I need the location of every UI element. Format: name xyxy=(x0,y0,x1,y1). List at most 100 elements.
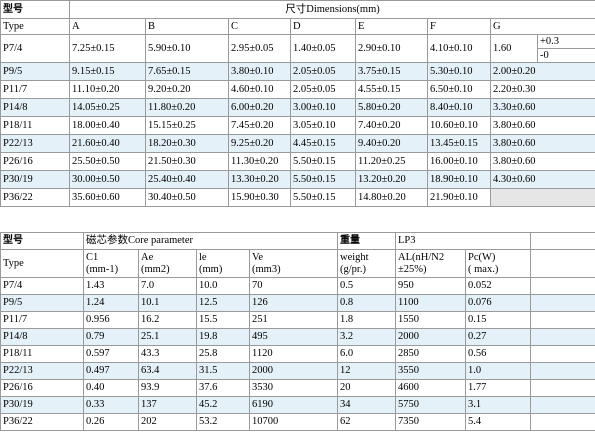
cell-a: 7.25±0.15 xyxy=(69,34,146,63)
cell-le: 25.8 xyxy=(196,345,250,363)
cell-type: P9/5 xyxy=(0,294,84,312)
cell-ae: 16.2 xyxy=(138,311,197,329)
col-type: Type xyxy=(0,18,70,35)
cell-le: 37.6 xyxy=(196,379,250,397)
cell-type: P22/13 xyxy=(0,362,84,380)
cell-c1: 0.597 xyxy=(83,345,139,363)
cell-ae: 93.9 xyxy=(138,379,197,397)
col-al: AL(nH/N2 ±25%) xyxy=(395,249,467,278)
cell-ve: 10700 xyxy=(248,413,339,431)
table-row: P9/5 1.24 10.1 12.5 126 0.8 1100 0.076 xyxy=(0,294,595,312)
table-row: P7/4 1.43 7.0 10.0 70 0.5 950 0.052 xyxy=(0,277,595,295)
cell-e: 7.40±0.20 xyxy=(355,116,428,135)
table-row: P11/7 11.10±0.20 9.20±0.20 4.60±0.10 2.0… xyxy=(0,80,595,99)
cell-weight: 1.8 xyxy=(337,311,397,329)
cell-c1: 0.497 xyxy=(83,362,139,380)
cell-pc: 3.1 xyxy=(465,396,532,414)
cell-c1: 1.24 xyxy=(83,294,139,312)
cell-a: 25.50±0.50 xyxy=(69,152,146,171)
cell-e: 4.55±0.15 xyxy=(355,80,428,99)
col-pc: Pc(W)( max.) xyxy=(465,249,532,278)
empty-col xyxy=(530,249,595,278)
cell-type: P14/8 xyxy=(0,98,70,117)
cell-f: 16.00±0.10 xyxy=(427,152,491,171)
model-header: 型号 xyxy=(0,0,70,19)
cell-c: 2.95±0.05 xyxy=(228,34,291,63)
table-row: P26/16 0.40 93.9 37.6 3530 20 4600 1.77 xyxy=(0,379,595,397)
cell-e: 11.20±0.25 xyxy=(355,152,428,171)
cell-ve: 495 xyxy=(248,328,339,346)
cell-empty xyxy=(530,396,595,414)
cell-pc: 5.4 xyxy=(465,413,532,431)
cell-pc: 0.076 xyxy=(465,294,532,312)
cell-empty xyxy=(530,294,595,312)
cell-f: 10.60±0.10 xyxy=(427,116,491,135)
cell-d: 3.05±0.10 xyxy=(290,116,356,135)
cell-c: 6.00±0.20 xyxy=(228,98,291,117)
cell-al: 7350 xyxy=(395,413,467,431)
cell-a: 35.60±0.60 xyxy=(69,188,146,207)
cell-g-tolerance: +0.3 -0 xyxy=(537,34,595,63)
cell-type: P18/11 xyxy=(0,345,84,363)
col-ae: Ae (mm2) xyxy=(138,249,197,278)
col-e: E xyxy=(355,18,428,35)
cell-al: 2000 xyxy=(395,328,467,346)
cell-al: 1550 xyxy=(395,311,467,329)
cell-empty xyxy=(530,379,595,397)
cell-d: 5.50±0.15 xyxy=(290,170,356,189)
cell-ve: 126 xyxy=(248,294,339,312)
col-le: le (mm) xyxy=(196,249,250,278)
cell-ve: 1120 xyxy=(248,345,339,363)
cell-type: P14/8 xyxy=(0,328,84,346)
cell-b: 18.20±0.30 xyxy=(145,134,229,153)
cell-d: 5.50±0.15 xyxy=(290,152,356,171)
cell-c: 4.60±0.10 xyxy=(228,80,291,99)
cell-empty xyxy=(530,277,595,295)
col-g: G xyxy=(490,18,595,35)
cell-type: P11/7 xyxy=(0,80,70,99)
cell-ve: 6190 xyxy=(248,396,339,414)
cell-f: 21.90±0.10 xyxy=(427,188,491,207)
cell-ve: 70 xyxy=(248,277,339,295)
cell-e: 9.40±0.20 xyxy=(355,134,428,153)
cell-empty xyxy=(530,413,595,431)
cell-weight: 62 xyxy=(337,413,397,431)
cell-d: 2.05±0.05 xyxy=(290,62,356,81)
cell-pc: 0.15 xyxy=(465,311,532,329)
cell-c1: 0.79 xyxy=(83,328,139,346)
cell-pc: 0.27 xyxy=(465,328,532,346)
core-parameter-header: 磁芯参数Core parameter xyxy=(82,232,339,250)
cell-c: 9.25±0.20 xyxy=(228,134,291,153)
table-row: P22/13 0.497 63.4 31.5 2000 12 3550 1.0 xyxy=(0,362,595,380)
cell-weight: 0.8 xyxy=(337,294,397,312)
cell-al: 1100 xyxy=(395,294,467,312)
cell-weight: 0.5 xyxy=(337,277,397,295)
weight-header: 重量 xyxy=(337,232,397,250)
col-ve: Ve (mm3) xyxy=(248,249,339,278)
dimensions-column-row: Type A B C D E F G xyxy=(0,18,595,35)
cell-pc: 1.77 xyxy=(465,379,532,397)
col-a: A xyxy=(69,18,146,35)
cell-e: 5.80±0.20 xyxy=(355,98,428,117)
cell-b: 30.40±0.50 xyxy=(145,188,229,207)
col-c1: C1 (mm-1) xyxy=(83,249,139,278)
cell-ae: 7.0 xyxy=(138,277,197,295)
col-d: D xyxy=(290,18,356,35)
cell-empty xyxy=(530,328,595,346)
cell-ae: 43.3 xyxy=(138,345,197,363)
table-row: P14/8 14.05±0.25 11.80±0.20 6.00±0.20 3.… xyxy=(0,98,595,117)
cell-b: 15.15±0.25 xyxy=(145,116,229,135)
cell-ae: 10.1 xyxy=(138,294,197,312)
cell-al: 5750 xyxy=(395,396,467,414)
cell-a: 9.15±0.15 xyxy=(69,62,146,81)
cell-g: 2.00±0.20 xyxy=(490,62,595,81)
dimensions-header: 尺寸Dimensions(mm) xyxy=(69,0,595,19)
cell-le: 45.2 xyxy=(196,396,250,414)
cell-ve: 3530 xyxy=(248,379,339,397)
cell-c: 15.90±0.30 xyxy=(228,188,291,207)
cell-ae: 202 xyxy=(138,413,197,431)
cell-type: P30/19 xyxy=(0,396,84,414)
empty-header-cell xyxy=(530,232,595,250)
cell-c: 7.45±0.20 xyxy=(228,116,291,135)
cell-d: 2.05±0.05 xyxy=(290,80,356,99)
